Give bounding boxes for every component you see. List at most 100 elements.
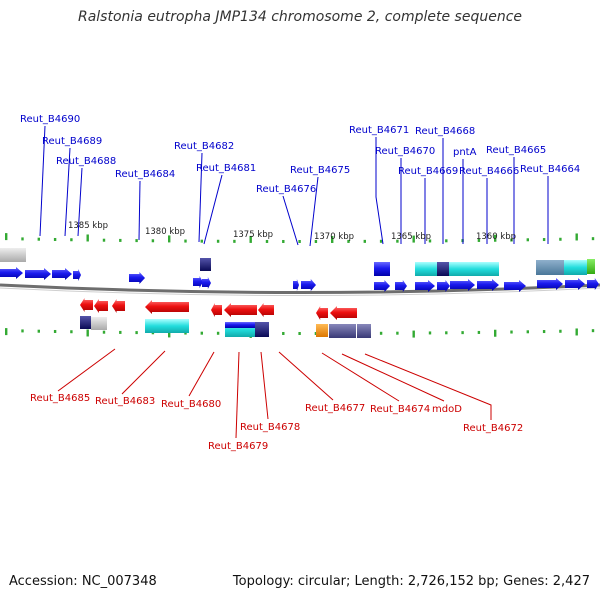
gene-block[interactable] [225, 322, 255, 328]
forward-gene-callouts: Reut_B4690 Reut_B4689 Reut_B4688 Reut_B4684… [20, 114, 580, 247]
forward-gene-label[interactable]: Reut_B4664 [520, 164, 580, 175]
gene-arrow-reverse[interactable] [316, 306, 328, 320]
reverse-gene-label[interactable]: Reut_B4679 [208, 441, 268, 452]
gene-block[interactable] [449, 262, 499, 276]
reverse-gene-leader [364, 353, 492, 420]
gene-arrow-reverse[interactable] [224, 303, 257, 317]
scale-tick [575, 233, 578, 241]
forward-gene-leader [309, 176, 319, 247]
gene-arrow-forward[interactable] [450, 279, 475, 291]
forward-gene-label[interactable]: Reut_B4689 [42, 136, 102, 147]
forward-gene-leader [203, 174, 223, 245]
gene-arrow-forward[interactable] [193, 276, 203, 288]
gene-block[interactable] [145, 319, 189, 333]
gene-block[interactable] [374, 262, 390, 276]
gene-arrow-forward[interactable] [25, 268, 51, 280]
reverse-gene-label[interactable]: Reut_B4683 [95, 396, 155, 407]
gene-arrow-forward[interactable] [374, 280, 390, 292]
gene-block[interactable] [316, 324, 328, 337]
scale-tick [282, 239, 285, 243]
gene-block[interactable] [255, 322, 269, 337]
gene-block[interactable] [415, 262, 437, 276]
scale-tick [70, 330, 73, 334]
gene-arrow-forward[interactable] [0, 267, 23, 279]
gene-block[interactable] [587, 259, 595, 274]
pseudogene-block[interactable] [0, 248, 26, 262]
gene-block[interactable] [357, 324, 371, 338]
scale-tick [510, 330, 513, 334]
forward-gene-label[interactable]: Reut_B4690 [20, 114, 80, 125]
gene-arrow-reverse[interactable] [211, 303, 222, 317]
gene-block[interactable] [200, 258, 211, 271]
gene-block[interactable] [437, 262, 449, 276]
gene-arrow-forward[interactable] [587, 278, 599, 290]
scale-label: 1360 kbp [476, 232, 516, 242]
forward-gene-label[interactable]: Reut_B4675 [290, 165, 350, 176]
reverse-gene-label[interactable]: Reut_B4677 [305, 403, 365, 414]
scale-tick [70, 238, 73, 242]
reverse-gene-label[interactable]: Reut_B4680 [161, 399, 221, 410]
gene-arrow-forward[interactable] [52, 268, 72, 280]
forward-gene-label[interactable]: Reut_B4669 [398, 166, 458, 177]
scale-tick [102, 238, 106, 242]
scale-tick [119, 238, 122, 242]
forward-gene-label[interactable]: Reut_B4688 [56, 156, 116, 167]
reverse-gene-label[interactable]: mdoD [432, 404, 462, 415]
forward-gene-label[interactable]: Reut_B4665 [486, 145, 546, 156]
scale-label: 1370 kbp [314, 232, 354, 242]
gene-arrow-reverse[interactable] [145, 300, 189, 314]
scale-tick [282, 331, 285, 335]
gene-arrow-forward[interactable] [73, 269, 81, 281]
scale-tick [216, 331, 220, 335]
gene-arrow-forward[interactable] [415, 280, 435, 292]
gene-arrow-reverse[interactable] [112, 299, 125, 313]
scale-label: 1365 kbp [391, 232, 431, 242]
scale-tick [445, 239, 448, 243]
forward-gene-label[interactable]: Reut_B4676 [256, 184, 316, 195]
gene-block[interactable] [80, 316, 91, 329]
reverse-gene-label[interactable]: Reut_B4685 [30, 393, 90, 404]
scale-tick [21, 329, 24, 333]
scale-tick [5, 233, 8, 241]
scale-tick [347, 239, 350, 243]
gene-arrow-forward[interactable] [129, 272, 145, 284]
scale-tick [265, 239, 269, 243]
gene-arrow-reverse[interactable] [94, 299, 108, 313]
forward-gene-label[interactable]: Reut_B4682 [174, 141, 234, 152]
scale-tick [216, 239, 220, 243]
gene-arrow-reverse[interactable] [80, 298, 93, 312]
forward-gene-label[interactable]: Reut_B4668 [415, 126, 475, 137]
scale-tick [200, 331, 203, 335]
gene-arrow-forward[interactable] [565, 278, 585, 290]
scale-tick [428, 331, 432, 335]
gene-arrow-forward[interactable] [293, 279, 299, 291]
scale-tick [526, 238, 529, 242]
scale-tick [314, 331, 318, 335]
reverse-gene-leader [121, 350, 166, 395]
forward-gene-label[interactable]: Reut_B4684 [115, 169, 175, 180]
gene-block[interactable] [536, 260, 564, 275]
gene-arrow-forward[interactable] [477, 279, 499, 291]
forward-gene-label[interactable]: pntA [453, 147, 477, 158]
reverse-gene-label[interactable]: Reut_B4678 [240, 422, 300, 433]
reverse-gene-leader [341, 353, 445, 402]
forward-gene-label[interactable]: Reut_B4681 [196, 163, 256, 174]
forward-gene-label[interactable]: Reut_B4666 [459, 166, 519, 177]
gene-arrow-forward[interactable] [537, 278, 563, 290]
forward-gene-label[interactable]: Reut_B4670 [375, 146, 435, 157]
gene-arrow-forward[interactable] [301, 279, 316, 291]
gene-arrow-reverse[interactable] [330, 306, 357, 320]
gene-arrow-forward[interactable] [202, 277, 211, 289]
reverse-gene-label[interactable]: Reut_B4674 [370, 404, 430, 415]
gene-arrow-forward[interactable] [437, 280, 450, 292]
scale-tick [428, 239, 432, 243]
gene-arrow-forward[interactable] [395, 280, 407, 292]
gene-block[interactable] [329, 324, 356, 338]
forward-gene-label[interactable]: Reut_B4671 [349, 125, 409, 136]
gene-block[interactable] [564, 260, 587, 275]
gene-arrow-reverse[interactable] [258, 303, 274, 317]
gene-arrow-forward[interactable] [504, 280, 526, 292]
reverse-gene-leader [321, 352, 400, 402]
pseudogene-block[interactable] [91, 317, 107, 330]
reverse-gene-label[interactable]: Reut_B4672 [463, 423, 523, 434]
